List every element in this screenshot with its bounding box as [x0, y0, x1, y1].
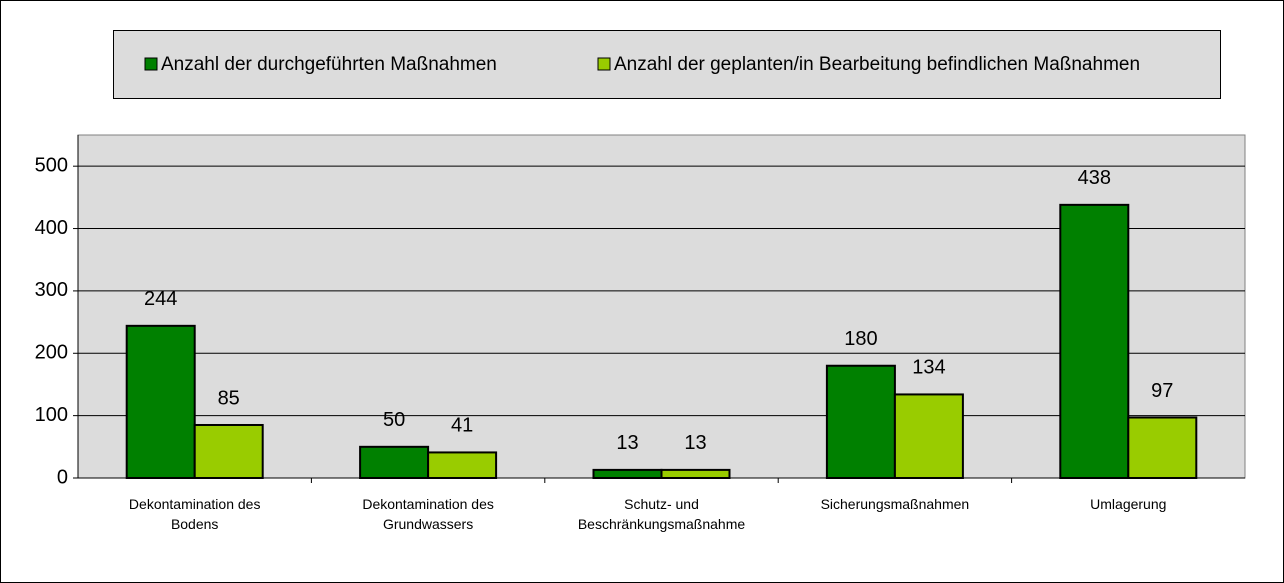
bar [125, 324, 196, 479]
bar [825, 364, 896, 479]
y-tick-label: 200 [35, 342, 68, 364]
y-tick-label: 300 [35, 279, 68, 301]
bar [1127, 416, 1198, 479]
bar [1059, 203, 1130, 480]
legend-label: Anzahl der durchgeführten Maßnahmen [161, 54, 497, 75]
bar [592, 468, 663, 480]
data-label: 13 [616, 432, 638, 454]
data-label: 41 [451, 415, 473, 437]
data-label: 13 [684, 432, 706, 454]
y-tick-label: 400 [35, 217, 68, 239]
legend-box [113, 30, 1221, 99]
x-tick-label: Schutz- und Beschränkungsmaßnahme [577, 496, 746, 532]
x-tick-label: Dekontamination des Grundwassers [362, 496, 494, 532]
y-tick-label: 100 [35, 404, 68, 426]
plot-area [77, 134, 1246, 479]
data-label: 97 [1151, 380, 1173, 402]
data-label: 50 [383, 409, 405, 431]
y-tick-label: 0 [57, 466, 68, 488]
legend-label: Anzahl der geplanten/in Bearbeitung befi… [614, 54, 1140, 75]
bar [193, 423, 264, 479]
bar [660, 468, 731, 480]
bar [893, 393, 964, 480]
legend-swatch [597, 57, 611, 71]
legend-swatch [144, 57, 158, 71]
x-tick-label: Umlagerung [1090, 496, 1167, 512]
data-label: 244 [144, 288, 177, 310]
x-tick-label: Sicherungsmaßnahmen [820, 496, 970, 512]
x-tick-label: Dekontamination des Bodens [128, 496, 261, 532]
data-label: 438 [1078, 167, 1111, 189]
data-label: 85 [218, 387, 240, 409]
y-tick-label: 500 [35, 154, 68, 176]
data-label: 134 [912, 357, 945, 379]
data-label: 180 [844, 328, 877, 350]
bar [359, 445, 430, 479]
bar [427, 451, 498, 479]
